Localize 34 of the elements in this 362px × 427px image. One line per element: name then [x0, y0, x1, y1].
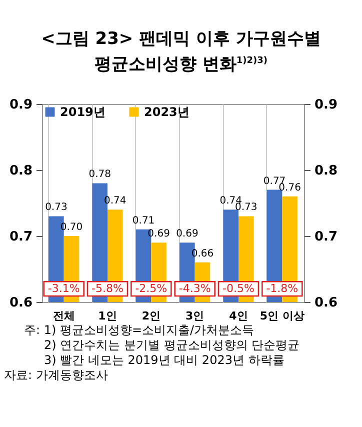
chart-subtitle: 평균소비성향 변화$^{1)2)3)}$ [93, 54, 269, 76]
chart-title: <그림 23> 팬데믹 이후 가구원수별 [40, 28, 322, 50]
annotation: -5.8% [92, 281, 124, 294]
annotation: -1.8% [266, 281, 298, 294]
y2-tick-label: 0.7 [314, 229, 338, 244]
text: 자료: 가계동향조사 [4, 368, 109, 383]
text: 주: 1) 평균소비성향=소비지출/가처분소득 [23, 322, 256, 338]
y-tick-label: 0.9 [9, 97, 32, 112]
legend-label: 2019년 [60, 104, 106, 119]
data-label: 0.78 [88, 168, 111, 180]
y-tick-label: 0.6 [9, 295, 32, 310]
data-label: 0.69 [176, 228, 198, 240]
annotation: -0.5% [222, 281, 254, 294]
y-tick-label: 0.8 [9, 163, 32, 178]
x-tick-label: 3인 [186, 309, 204, 322]
annotation: -4.3% [178, 281, 211, 294]
y2-tick-label: 0.8 [314, 163, 338, 178]
x-tick-label: 4인 [229, 309, 248, 322]
data-label: 0.71 [132, 215, 155, 226]
y-tick-label: 0.7 [9, 229, 32, 244]
y2-tick-label: 0.9 [314, 97, 338, 112]
data-label: 0.73 [45, 202, 68, 213]
legend-label: 2023년 [144, 104, 190, 119]
x-tick-label: 전체 [52, 309, 75, 322]
x-tick-label: 5인 이상 [260, 309, 304, 322]
annotation: -3.1% [48, 281, 80, 294]
annotation: -2.5% [135, 281, 168, 294]
data-label: 0.76 [278, 182, 301, 194]
text: 3) 빨간 네모는 2019년 대비 2023년 하락률 [43, 352, 286, 368]
x-tick-label: 2인 [142, 309, 160, 322]
data-label: 0.73 [235, 202, 258, 213]
x-tick-label: 1인 [98, 309, 117, 322]
y2-tick-label: 0.6 [314, 295, 338, 310]
text: 2) 연간수치는 분기별 평균소비성향의 단순평균 [43, 338, 301, 353]
